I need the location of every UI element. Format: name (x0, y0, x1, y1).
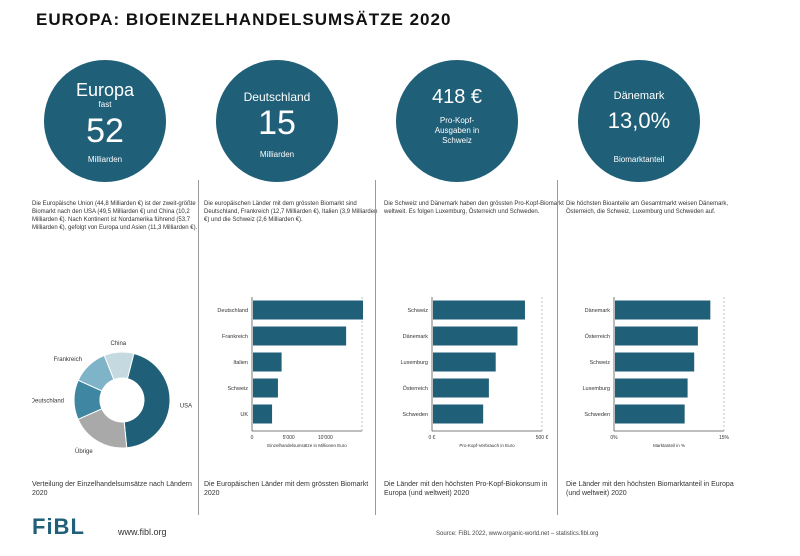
category-label: Luxemburg (400, 360, 428, 366)
bar (615, 378, 688, 398)
tick-label: 0 (251, 435, 254, 441)
bar (253, 352, 282, 372)
bar (253, 326, 347, 346)
bar-chart-per-capita: Schweiz Dänemark Luxemburg Österreich Schwed… (400, 297, 549, 448)
axis-label: Marktanteil in % (653, 443, 685, 448)
chart-caption: Die Europäischen Länder mit dem grössten… (204, 481, 369, 497)
tick-label: 500 € (536, 435, 549, 441)
column-switzerland: 418 € Pro-Kopf-Ausgaben in Schweiz Die S… (384, 60, 569, 520)
fibl-logo: FiBL (32, 514, 85, 539)
pie-label: Frankreich (54, 357, 82, 363)
bar (615, 300, 711, 320)
axis-label: Einzelhandelsumsätze in Millionen Euro (267, 443, 347, 448)
circle-value: 15 (258, 104, 296, 142)
tick-label: 5'000 (283, 435, 295, 441)
circle-unit: Milliarden (259, 150, 295, 159)
column-germany: Deutschland 15 Milliarden Die europäisch… (204, 60, 389, 520)
bar (433, 352, 496, 372)
pie-label: China (110, 341, 126, 347)
circle-value: 52 (86, 112, 124, 150)
bar (253, 300, 363, 320)
donut-chart: USA Übrige Deutschland Frankreich China (32, 341, 192, 455)
tick-label: 10'000 (318, 435, 333, 441)
chart-caption: Die Länder mit den höchsten Biomarktante… (566, 481, 734, 497)
pie-label: USA (180, 403, 192, 409)
tick-label: 0 € (429, 435, 436, 441)
pie-slice (123, 352, 171, 449)
stat-circle: 418 € Pro-Kopf-Ausgaben in Schweiz (396, 60, 518, 182)
category-label: Dänemark (403, 334, 429, 340)
category-label: Schweiz (590, 360, 611, 366)
category-label: Luxemburg (582, 386, 610, 392)
circle-label: Dänemark (613, 90, 665, 102)
bar (433, 326, 518, 346)
column-denmark: Dänemark 13,0% Biomarktanteil Die höchst… (566, 60, 751, 520)
chart-caption: Die Länder mit den höchsten Pro-Kopf-Bio… (384, 481, 548, 497)
category-label: Dänemark (585, 308, 611, 314)
circle-unit: Pro-Kopf-Ausgaben in Schweiz (434, 116, 480, 145)
source-note: Source: FiBL 2022, www.organic-world.net… (436, 531, 599, 537)
category-label: Österreich (403, 385, 428, 392)
pie-slice (103, 351, 135, 381)
column-europe: Europa fast 52 Milliarden Die Europäisch… (32, 60, 217, 520)
pie-label: Übrige (75, 448, 93, 455)
category-label: Schweden (402, 412, 428, 418)
category-label: Schweiz (228, 386, 249, 392)
category-label: Deutschland (217, 308, 248, 314)
stat-circle: Deutschland 15 Milliarden (216, 60, 338, 182)
pie-label: Deutschland (32, 399, 64, 405)
page-title: EUROPA: BIOEINZELHANDELSUMSÄTZE 2020 (36, 10, 452, 29)
circle-label: Deutschland (243, 90, 311, 104)
description-text: Die höchsten Bioanteile am Gesamtmarkt w… (566, 201, 729, 215)
bar-chart-market: Deutschland Frankreich Italien Schweiz UK 0 5'… (217, 297, 363, 448)
description-text: Die Europäische Union (44,8 Milliarden €… (32, 201, 198, 231)
divider (198, 180, 199, 515)
axis-label: Pro-Kopf-Verbrauch in Euro (459, 443, 515, 448)
circle-unit: Milliarden (87, 155, 123, 164)
description-text: Die Schweiz und Dänemark haben den gröss… (384, 201, 564, 215)
category-label: Schweden (584, 412, 610, 418)
circle-unit: Biomarktanteil (613, 155, 665, 164)
divider (375, 180, 376, 515)
circle-value: 418 € (431, 86, 483, 108)
category-label: Frankreich (222, 334, 248, 340)
category-label: Italien (233, 360, 248, 366)
description-text: Die europäischen Länder mit dem grössten… (204, 201, 378, 223)
circle-value: 13,0% (607, 108, 671, 133)
bar (615, 404, 685, 424)
stat-circle: Europa fast 52 Milliarden (44, 60, 166, 182)
category-label: Österreich (585, 333, 610, 340)
bar (433, 300, 525, 320)
category-label: Schweiz (408, 308, 429, 314)
bar (253, 404, 273, 424)
bar-chart-market-share: Dänemark Österreich Schweiz Luxemburg Schwed… (582, 297, 730, 448)
tick-label: 15% (719, 435, 730, 441)
category-label: UK (240, 412, 248, 418)
bar (253, 378, 278, 398)
bar (433, 378, 489, 398)
chart-caption: Verteilung der Einzelhandelsumsätze nach… (32, 481, 192, 497)
circle-sublabel: fast (98, 100, 112, 109)
divider (557, 180, 558, 515)
tick-label: 0% (610, 435, 618, 441)
bar (615, 352, 695, 372)
bar (433, 404, 484, 424)
stat-circle: Dänemark 13,0% Biomarktanteil (578, 60, 700, 182)
bar (615, 326, 698, 346)
website-link[interactable]: www.fibl.org (118, 527, 167, 537)
circle-label: Europa (75, 80, 135, 100)
